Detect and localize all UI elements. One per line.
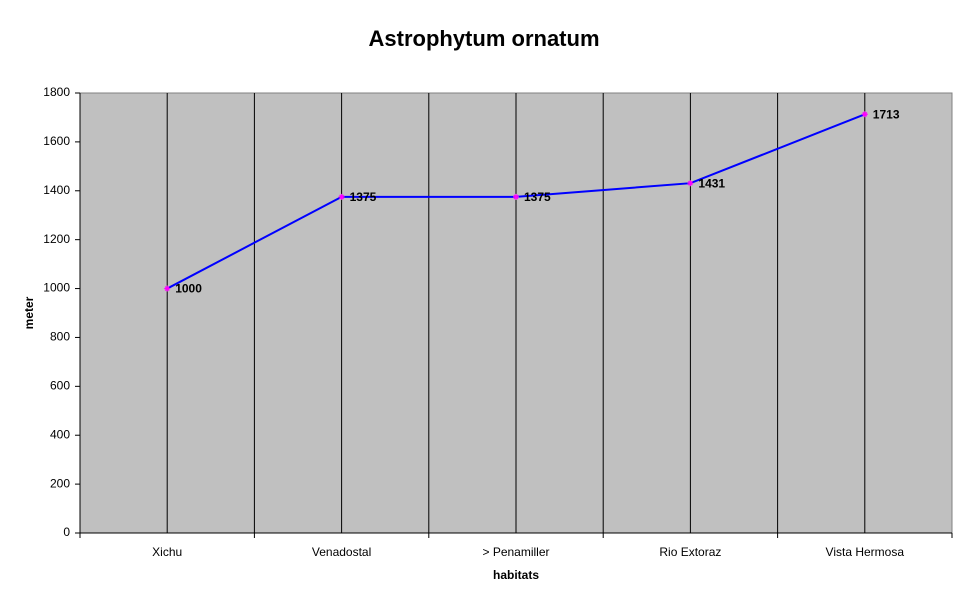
value-label: 1375 <box>350 190 377 204</box>
y-tick-label: 400 <box>50 427 70 441</box>
x-tick-label: Venadostal <box>312 545 371 559</box>
y-tick-label: 600 <box>50 379 70 393</box>
y-tick-label: 800 <box>50 330 70 344</box>
y-tick-label: 1200 <box>43 232 70 246</box>
x-tick-label: Rio Extoraz <box>659 545 721 559</box>
marker <box>687 180 694 187</box>
value-label: 1431 <box>698 176 725 190</box>
marker <box>338 193 345 200</box>
x-tick-label: Xichu <box>152 545 182 559</box>
chart-title: Astrophytum ornatum <box>369 26 600 51</box>
value-label: 1713 <box>873 107 900 121</box>
marker <box>164 285 171 292</box>
y-axis-title: meter <box>22 296 36 329</box>
value-label: 1375 <box>524 190 551 204</box>
value-label: 1000 <box>175 282 202 296</box>
x-axis-title: habitats <box>493 568 539 582</box>
x-tick-label: > Penamiller <box>482 545 549 559</box>
y-tick-label: 1800 <box>43 85 70 99</box>
y-tick-label: 1400 <box>43 183 70 197</box>
x-tick-label: Vista Hermosa <box>826 545 905 559</box>
y-tick-label: 0 <box>63 525 70 539</box>
y-tick-label: 1000 <box>43 281 70 295</box>
y-tick-label: 200 <box>50 476 70 490</box>
marker <box>861 111 868 118</box>
y-tick-label: 1600 <box>43 134 70 148</box>
marker <box>513 193 519 200</box>
